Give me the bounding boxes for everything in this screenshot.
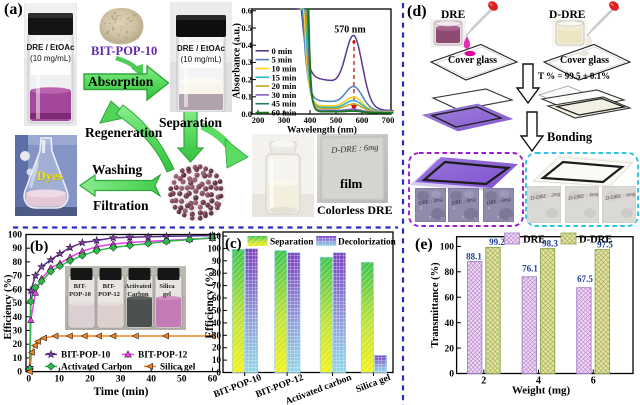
svg-text:BIT-POP-12: BIT-POP-12 (138, 351, 188, 361)
svg-text:97.5: 97.5 (597, 240, 613, 250)
svg-text:570 nm: 570 nm (334, 25, 366, 36)
svg-text:15 min: 15 min (272, 72, 297, 82)
svg-text:0.0: 0.0 (241, 109, 252, 119)
svg-text:70: 70 (13, 272, 23, 282)
svg-text:700: 700 (382, 115, 395, 125)
svg-text:30: 30 (212, 330, 222, 340)
svg-text:40: 40 (212, 318, 222, 328)
svg-text:20: 20 (13, 340, 23, 350)
svg-text:40: 40 (445, 319, 455, 329)
svg-text:90: 90 (13, 244, 23, 254)
svg-text:Activated Carbon: Activated Carbon (61, 363, 133, 373)
svg-text:0: 0 (26, 375, 31, 385)
svg-text:20 min: 20 min (272, 81, 297, 91)
svg-text:80: 80 (212, 268, 222, 278)
svg-text:50: 50 (177, 375, 187, 385)
svg-text:0.4: 0.4 (241, 40, 252, 50)
svg-text:0.5: 0.5 (241, 23, 252, 33)
svg-text:Efficiency (%): Efficiency (%) (3, 274, 14, 340)
svg-text:Transmittance (%): Transmittance (%) (430, 262, 441, 348)
svg-text:45 min: 45 min (272, 99, 297, 109)
svg-text:10: 10 (55, 375, 65, 385)
svg-text:5 min: 5 min (272, 55, 293, 65)
svg-text:40: 40 (13, 313, 23, 323)
svg-text:0: 0 (17, 368, 22, 378)
svg-text:20: 20 (85, 375, 95, 385)
svg-text:0.2: 0.2 (241, 74, 252, 84)
svg-text:40: 40 (146, 375, 156, 385)
svg-text:300: 300 (278, 115, 291, 125)
svg-text:60: 60 (208, 375, 218, 385)
svg-text:200: 200 (252, 115, 265, 125)
svg-text:0.3: 0.3 (241, 57, 252, 67)
svg-text:76.1: 76.1 (522, 264, 538, 274)
svg-text:BIT-POP-10: BIT-POP-10 (61, 351, 111, 361)
svg-text:Time (min): Time (min) (93, 386, 148, 398)
svg-text:100: 100 (208, 243, 222, 253)
svg-text:6: 6 (591, 376, 596, 387)
svg-text:500: 500 (330, 115, 343, 125)
svg-text:30 min: 30 min (272, 90, 297, 100)
svg-text:2: 2 (481, 376, 486, 387)
svg-text:30: 30 (13, 327, 23, 337)
svg-text:60: 60 (212, 293, 222, 303)
svg-text:10 min: 10 min (272, 63, 297, 73)
svg-text:70: 70 (212, 281, 222, 291)
svg-text:(c): (c) (225, 236, 242, 252)
svg-text:Separation: Separation (270, 238, 314, 248)
svg-text:4: 4 (536, 376, 541, 387)
svg-text:99.2: 99.2 (489, 237, 505, 247)
svg-text:67.5: 67.5 (577, 274, 593, 284)
svg-text:80: 80 (445, 268, 455, 278)
svg-text:60: 60 (13, 285, 23, 295)
svg-text:110: 110 (208, 231, 222, 241)
svg-text:88.1: 88.1 (466, 252, 482, 262)
svg-text:D-DRE: D-DRE (579, 235, 612, 246)
svg-text:0.6: 0.6 (241, 6, 252, 16)
svg-text:60: 60 (445, 293, 455, 303)
svg-text:50: 50 (212, 305, 222, 315)
svg-text:0.1: 0.1 (241, 92, 252, 102)
svg-text:10: 10 (13, 354, 23, 364)
svg-text:Silica gel: Silica gel (160, 363, 196, 373)
svg-text:100: 100 (8, 231, 23, 241)
svg-text:Decolorization: Decolorization (338, 238, 397, 248)
svg-text:600: 600 (356, 115, 369, 125)
svg-text:10: 10 (212, 355, 222, 365)
svg-text:50: 50 (13, 299, 23, 309)
svg-text:0: 0 (217, 368, 222, 378)
svg-text:Efficiency (%): Efficiency (%) (204, 267, 216, 338)
svg-text:30: 30 (116, 375, 126, 385)
svg-text:0 min: 0 min (272, 46, 293, 56)
svg-text:98.3: 98.3 (542, 239, 558, 249)
svg-text:0: 0 (449, 370, 454, 380)
svg-text:DRE: DRE (523, 235, 545, 246)
svg-text:60 min: 60 min (272, 108, 297, 118)
svg-text:80: 80 (13, 258, 23, 268)
svg-text:100: 100 (440, 243, 455, 253)
svg-text:90: 90 (212, 256, 222, 266)
svg-text:(b): (b) (30, 239, 48, 255)
svg-text:Absorbance (a.u.): Absorbance (a.u.) (232, 23, 243, 99)
svg-text:400: 400 (304, 115, 317, 125)
svg-text:Weight (mg): Weight (mg) (512, 385, 571, 397)
svg-text:20: 20 (212, 343, 222, 353)
svg-text:20: 20 (445, 344, 455, 354)
svg-text:Wavelength (nm): Wavelength (nm) (287, 125, 357, 136)
